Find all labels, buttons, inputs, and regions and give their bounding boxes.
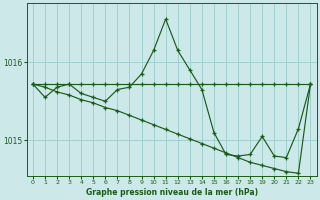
X-axis label: Graphe pression niveau de la mer (hPa): Graphe pression niveau de la mer (hPa)	[86, 188, 258, 197]
